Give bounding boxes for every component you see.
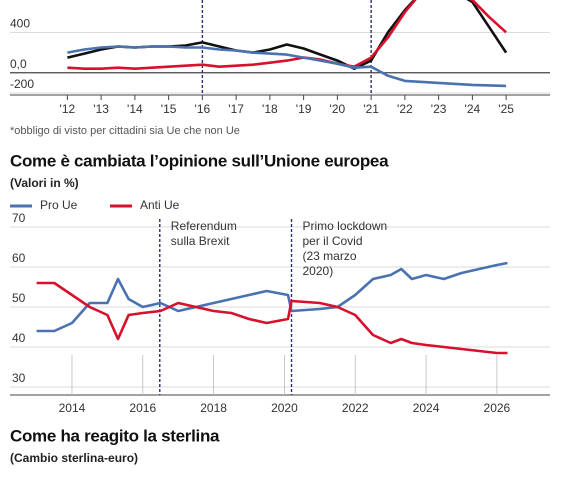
series-line <box>67 45 507 88</box>
y-tick-label: 40 <box>12 331 26 345</box>
y-tick-label: 70 <box>12 211 26 225</box>
x-tick-label: '20 <box>330 102 346 116</box>
x-tick-label: '16 <box>195 102 211 116</box>
y-tick-label: 60 <box>12 251 26 265</box>
event-label: Primo lockdown <box>303 219 388 233</box>
event-label: (23 marzo <box>303 249 357 263</box>
x-tick-label: 2016 <box>129 401 156 415</box>
x-tick-label: '12 <box>60 102 76 116</box>
x-tick-label: '24 <box>465 102 481 116</box>
x-tick-label: '15 <box>161 102 177 116</box>
x-tick-label: '18 <box>262 102 278 116</box>
plot-area <box>36 261 508 355</box>
series-line <box>67 0 507 70</box>
series-line <box>36 261 508 333</box>
chart-subtitle: (Cambio sterlina-euro) <box>10 451 138 465</box>
plot-area <box>67 0 508 88</box>
event-label: sulla Brexit <box>171 234 230 248</box>
x-tick-label: 2014 <box>59 401 86 415</box>
y-tick-label: 400 <box>10 17 30 31</box>
event-label: Referendum <box>171 219 237 233</box>
series-line <box>67 0 508 70</box>
event-label: per il Covid <box>303 234 363 248</box>
series-line <box>36 281 508 355</box>
y-tick-label: 50 <box>12 291 26 305</box>
footnote: *obbligo di visto per cittadini sia Ue c… <box>10 125 240 137</box>
chart-title: Come ha reagito la sterlina <box>10 426 220 445</box>
x-tick-label: '19 <box>296 102 312 116</box>
x-tick-label: 2026 <box>484 401 511 415</box>
x-tick-label: '17 <box>228 102 244 116</box>
x-tick-label: '14 <box>127 102 143 116</box>
y-tick-label: 0,0 <box>10 57 27 71</box>
x-tick-label: '25 <box>498 102 514 116</box>
legend-label: Pro Ue <box>40 198 78 212</box>
x-tick-label: 2018 <box>200 401 227 415</box>
chart-subtitle: (Valori in %) <box>10 176 79 190</box>
x-tick-label: '13 <box>93 102 109 116</box>
chart-title: Come è cambiata l’opinione sull’Unione e… <box>10 151 389 170</box>
x-tick-label: '21 <box>363 102 379 116</box>
x-tick-label: '23 <box>431 102 447 116</box>
event-label: 2020) <box>303 264 334 278</box>
legend-label: Anti Ue <box>140 198 180 212</box>
x-tick-label: 2020 <box>271 401 298 415</box>
y-tick-label: -200 <box>10 77 34 91</box>
x-tick-label: 2024 <box>413 401 440 415</box>
x-tick-label: '22 <box>397 102 413 116</box>
y-tick-label: 30 <box>12 371 26 385</box>
x-tick-label: 2022 <box>342 401 369 415</box>
